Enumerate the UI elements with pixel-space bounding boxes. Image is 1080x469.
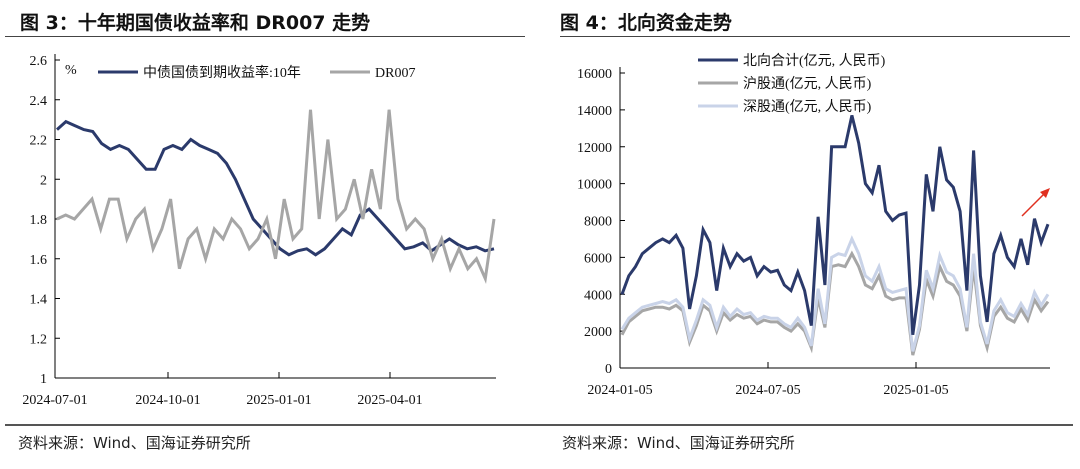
y-tick-label: 16000 (577, 67, 612, 82)
y-tick-label: 1 (40, 372, 47, 387)
y-tick-label: 1.6 (30, 253, 48, 268)
y-tick-label: 12000 (577, 141, 612, 156)
y-unit-label: % (65, 63, 77, 78)
y-tick-label: 6000 (584, 251, 612, 266)
y-tick-label: 14000 (577, 104, 612, 119)
left-source: 资料来源：Wind、国海证券研究所 (18, 434, 251, 452)
legend-label: 深股通(亿元, 人民币) (743, 99, 872, 115)
y-tick-label: 1.8 (30, 213, 48, 228)
y-tick-label: 1.2 (30, 332, 48, 347)
legend-label: 沪股通(亿元, 人民币) (743, 76, 872, 92)
series-line-0 (620, 115, 1050, 335)
legend-label: 中债国债到期收益率:10年 (143, 64, 301, 81)
series-line-0 (55, 119, 495, 257)
y-tick-label: 8000 (584, 215, 612, 230)
series-line-2 (620, 235, 1050, 352)
northbound-chart: 16000 14000 12000 10000 8000 6000 4000 2000 0 202… (577, 53, 1050, 398)
y-tick-label: 0 (605, 362, 612, 377)
x-tick-label: 2024-07-05 (735, 383, 800, 398)
right-title-rule (560, 36, 1070, 37)
x-tick-label: 2024-10-01 (135, 393, 200, 408)
right-source: 资料来源：Wind、国海证券研究所 (562, 434, 795, 452)
y-tick-label: 2.4 (30, 94, 48, 109)
y-tick-label: 4000 (584, 288, 612, 303)
x-tick-label: 2025-01-01 (246, 393, 311, 408)
yield-dr007-chart: 2.6 2.4 2.2 2 1.8 1.6 1.4 1.2 1 2024-07-01 2024-10… (22, 54, 496, 408)
trend-arrow-icon (1021, 191, 1047, 217)
x-tick-label: 2024-07-01 (22, 393, 87, 408)
y-tick-label: 2.6 (30, 54, 48, 69)
series-line-1 (56, 109, 496, 284)
right-chart-title: 图 4：北向资金走势 (560, 12, 732, 34)
y-tick-label: 2 (40, 173, 47, 188)
y-tick-label: 10000 (577, 178, 612, 193)
y-tick-label: 2000 (584, 325, 612, 340)
x-tick-label: 2024-01-05 (587, 383, 652, 398)
y-tick-label: 1.4 (30, 293, 48, 308)
trend-arrowhead-icon (1040, 188, 1050, 198)
left-title-rule (5, 36, 525, 37)
left-chart-title: 图 3：十年期国债收益率和 DR007 走势 (20, 12, 371, 34)
x-tick-label: 2025-01-05 (883, 383, 948, 398)
legend-label: 北向合计(亿元, 人民币) (743, 53, 886, 69)
x-tick-label: 2025-04-01 (357, 393, 422, 408)
legend-label: DR007 (375, 66, 415, 81)
source-rule (5, 424, 1073, 426)
y-tick-label: 2.2 (30, 134, 48, 149)
